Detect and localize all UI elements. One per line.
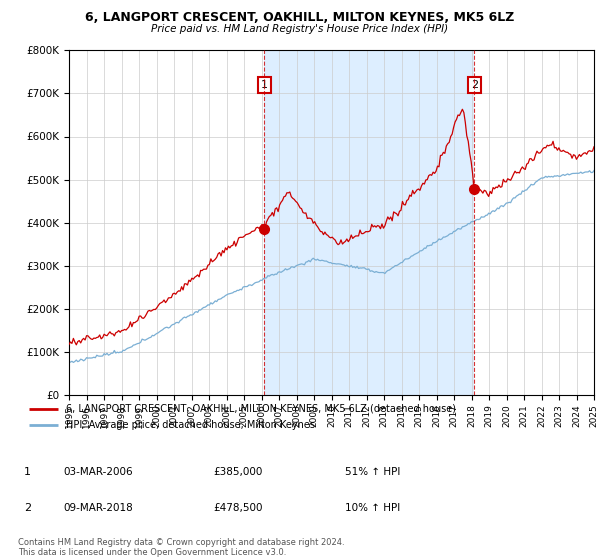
Bar bbox=[265, 50, 475, 395]
Text: 51% ↑ HPI: 51% ↑ HPI bbox=[345, 466, 400, 477]
Text: £385,000: £385,000 bbox=[213, 466, 262, 477]
Text: HPI: Average price, detached house, Milton Keynes: HPI: Average price, detached house, Milt… bbox=[66, 421, 315, 430]
Text: 2: 2 bbox=[471, 80, 478, 90]
Text: 03-MAR-2006: 03-MAR-2006 bbox=[63, 466, 133, 477]
Text: 09-MAR-2018: 09-MAR-2018 bbox=[63, 503, 133, 513]
Text: 6, LANGPORT CRESCENT, OAKHILL, MILTON KEYNES, MK5 6LZ: 6, LANGPORT CRESCENT, OAKHILL, MILTON KE… bbox=[85, 11, 515, 24]
Text: 10% ↑ HPI: 10% ↑ HPI bbox=[345, 503, 400, 513]
Text: Contains HM Land Registry data © Crown copyright and database right 2024.
This d: Contains HM Land Registry data © Crown c… bbox=[18, 538, 344, 557]
Text: Price paid vs. HM Land Registry's House Price Index (HPI): Price paid vs. HM Land Registry's House … bbox=[151, 24, 449, 34]
Text: £478,500: £478,500 bbox=[213, 503, 263, 513]
Text: 1: 1 bbox=[261, 80, 268, 90]
Text: 6, LANGPORT CRESCENT, OAKHILL, MILTON KEYNES, MK5 6LZ (detached house): 6, LANGPORT CRESCENT, OAKHILL, MILTON KE… bbox=[66, 404, 456, 414]
Text: 2: 2 bbox=[24, 503, 31, 513]
Text: 1: 1 bbox=[24, 466, 31, 477]
